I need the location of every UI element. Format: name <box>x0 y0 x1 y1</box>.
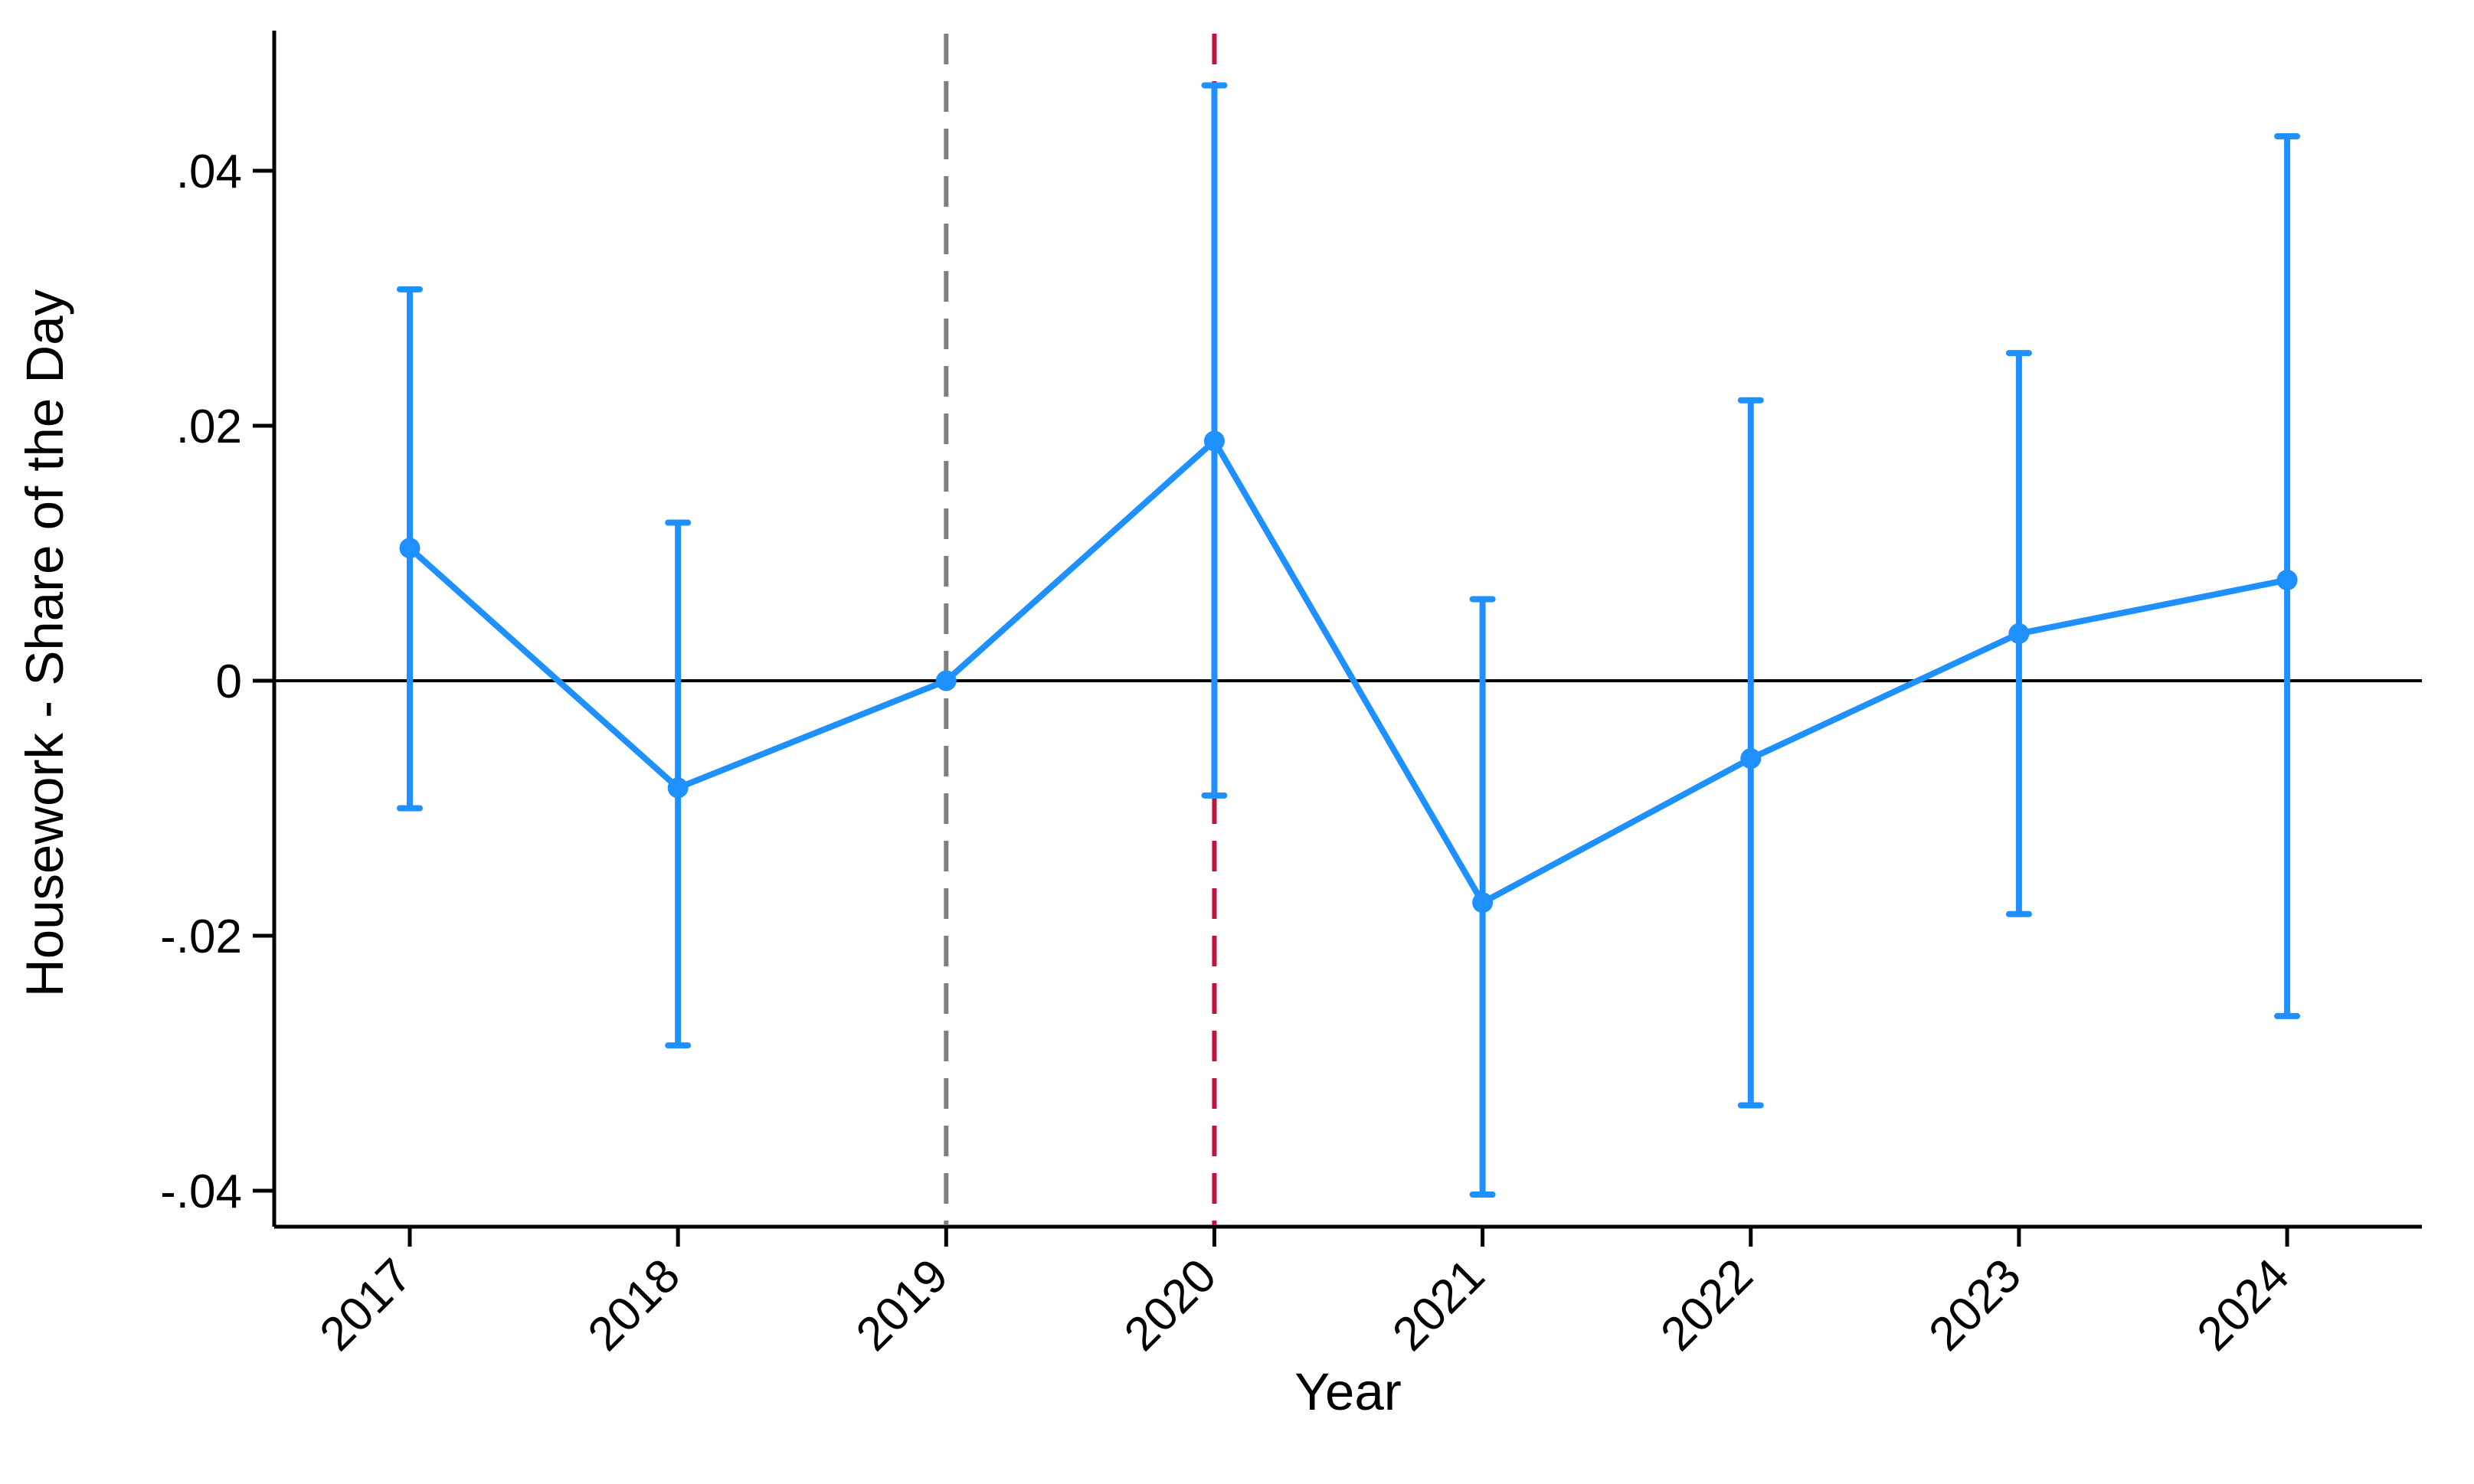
x-tick-label-2021: 2021 <box>1383 1249 1494 1361</box>
y-tick-label-4: -.04 <box>160 1165 242 1218</box>
y-tick-label-0: .04 <box>176 145 242 198</box>
x-tick-label-2022: 2022 <box>1651 1249 1762 1361</box>
data-point-2019 <box>935 670 957 691</box>
x-axis-title: Year <box>1294 1362 1401 1421</box>
x-tick-label-2024: 2024 <box>2188 1249 2299 1361</box>
x-tick-label-2019: 2019 <box>846 1249 958 1361</box>
x-tick-label-2020: 2020 <box>1114 1249 1226 1361</box>
y-tick-label-2: 0 <box>216 655 242 708</box>
plot-area: .04 .02 0 -.02 -.04 2017 2018 2019 2020 2021 2022 2… <box>160 31 2422 1361</box>
data-point-2017 <box>399 538 421 559</box>
y-tick-label-3: -.02 <box>160 910 242 963</box>
data-point-2022 <box>1740 748 1762 770</box>
data-point-2020 <box>1203 430 1225 452</box>
data-point-2018 <box>667 777 689 799</box>
x-tick-label-2018: 2018 <box>578 1249 690 1361</box>
x-tick-label-2023: 2023 <box>1919 1249 2031 1361</box>
y-axis-title: Housework - Share of the Day <box>15 289 74 997</box>
data-point-2023 <box>2008 623 2030 644</box>
data-point-2021 <box>1472 892 1494 914</box>
x-tick-label-2017: 2017 <box>310 1249 422 1361</box>
y-tick-label-1: .02 <box>176 400 242 453</box>
data-point-2024 <box>2276 569 2298 590</box>
series-line <box>407 437 2288 906</box>
